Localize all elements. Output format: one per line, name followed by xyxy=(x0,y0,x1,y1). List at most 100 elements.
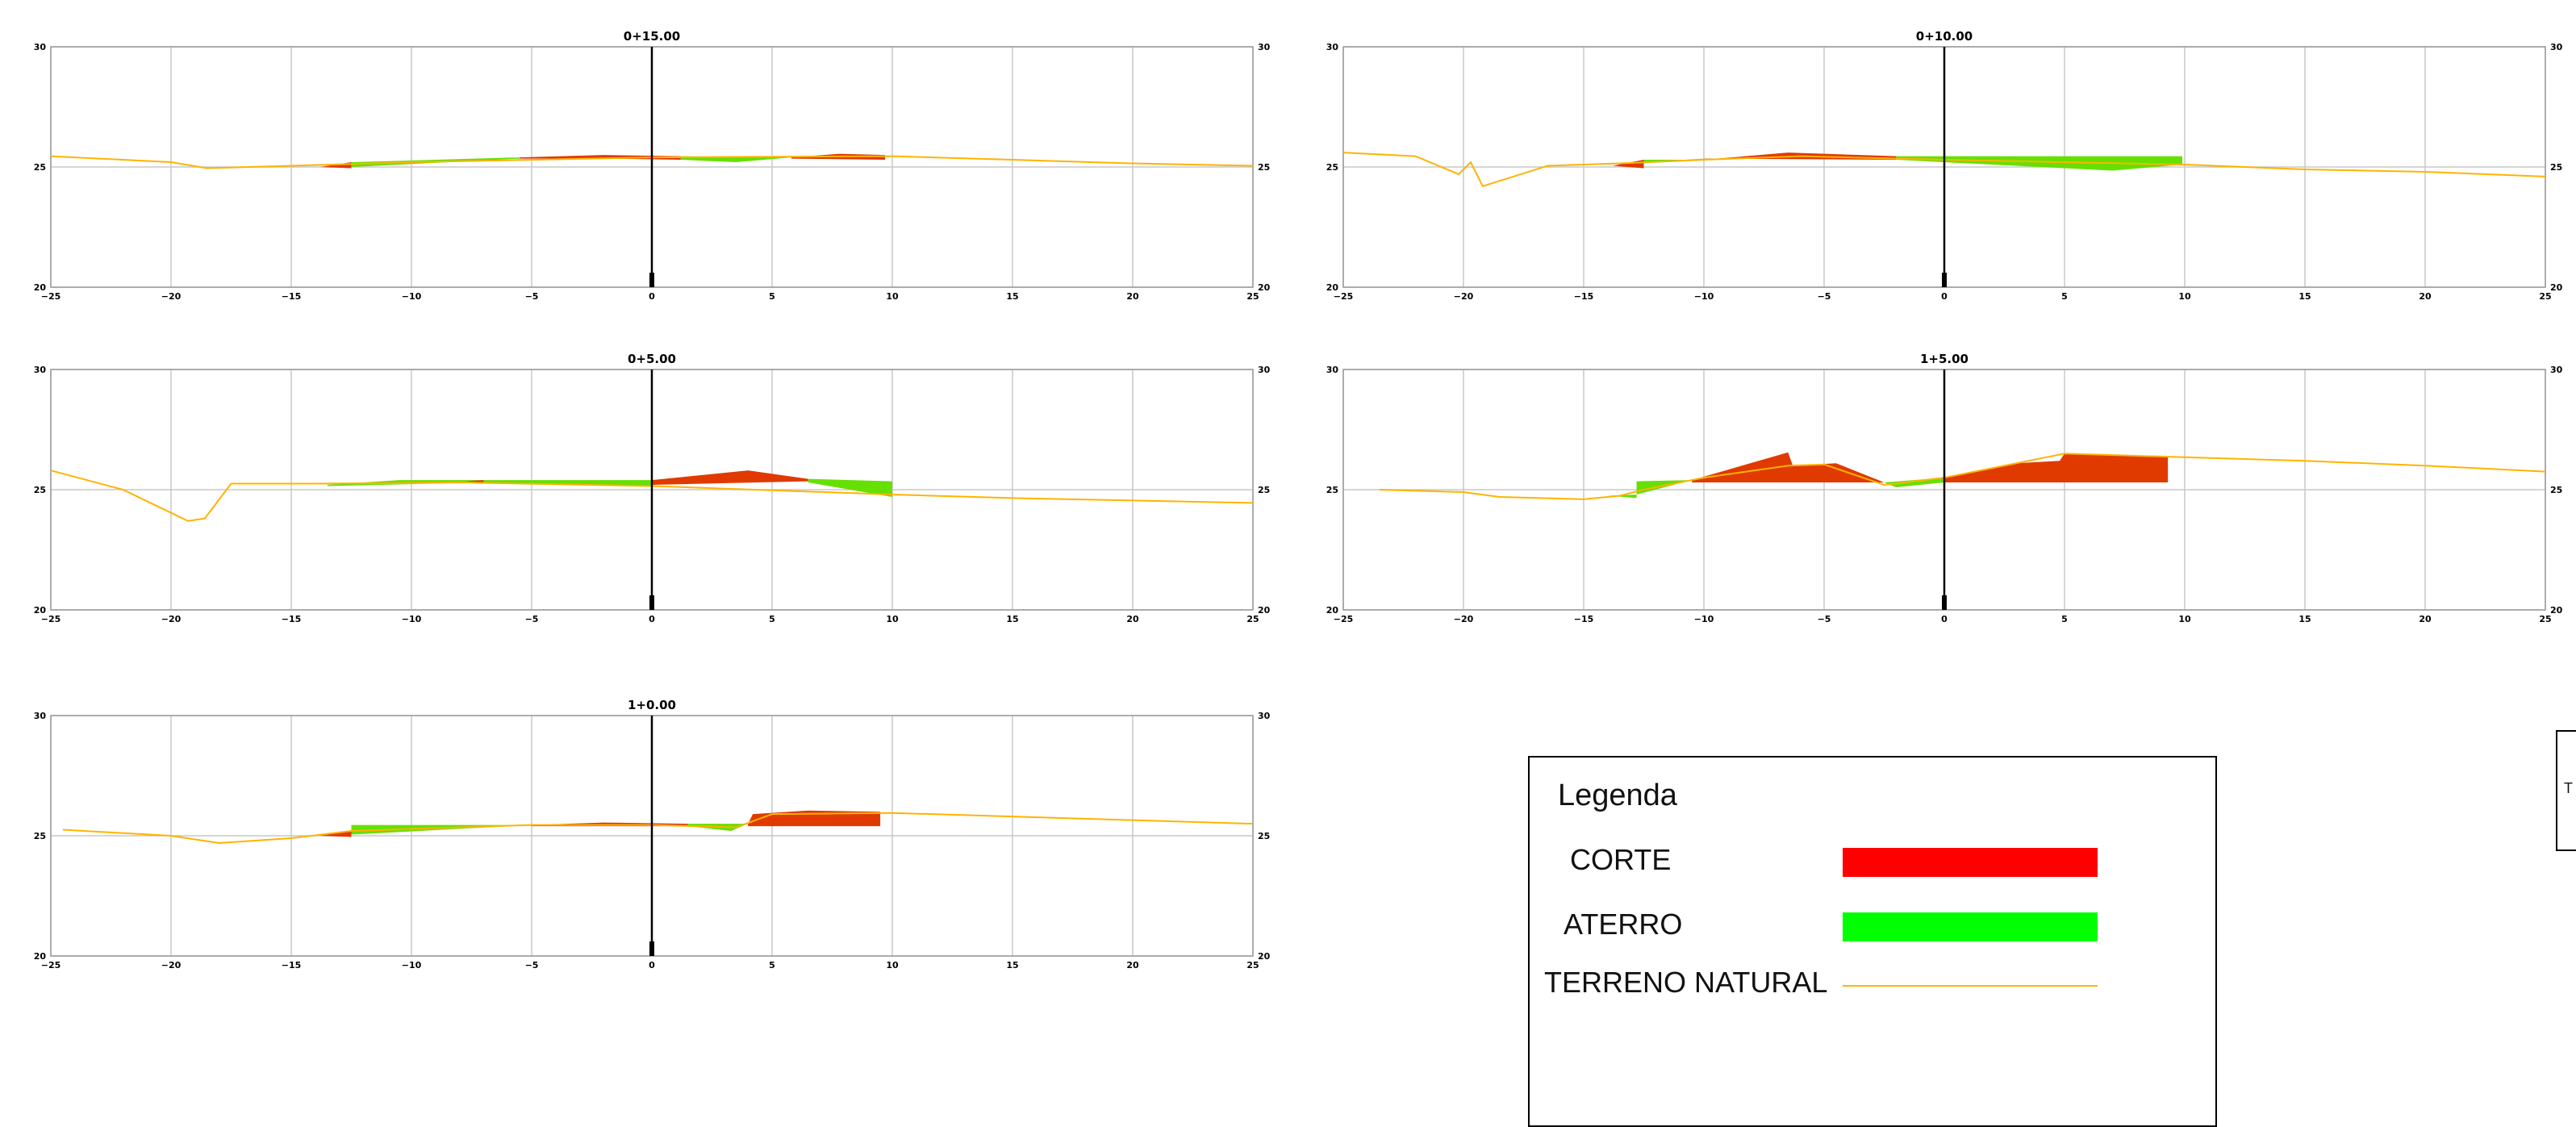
terreno-natural-line xyxy=(62,812,1254,844)
corte-fill xyxy=(464,480,484,483)
legend-item-corte: CORTE xyxy=(1530,841,2215,882)
y-tick-label-right: 20 xyxy=(2550,605,2563,616)
title-block-fragment: T xyxy=(2556,730,2576,851)
y-tick-label-left: 25 xyxy=(1326,162,1338,173)
legend-box: Legenda CORTE ATERRO TERRENO NATURAL xyxy=(1528,756,2217,1127)
aterro-fill xyxy=(1636,480,1693,495)
y-tick-label-right: 25 xyxy=(1258,485,1270,495)
y-tick-label-left: 30 xyxy=(34,42,47,52)
x-tick-label: 20 xyxy=(1126,291,1139,302)
x-tick-label: 0 xyxy=(649,614,655,624)
title-block-letter: T xyxy=(2564,780,2573,796)
x-tick-label: 5 xyxy=(769,960,775,970)
x-tick-label: −20 xyxy=(1454,614,1474,624)
centerline-marker xyxy=(649,273,654,287)
x-tick-label: 15 xyxy=(1006,614,1018,624)
x-tick-label: −20 xyxy=(1454,291,1474,302)
legend-label-terreno-natural: TERRENO NATURAL xyxy=(1544,966,1828,999)
x-tick-label: 10 xyxy=(886,960,899,970)
y-tick-label-right: 20 xyxy=(2550,282,2563,293)
legend-label-aterro: ATERRO xyxy=(1564,908,1683,941)
x-tick-label: −15 xyxy=(1574,291,1594,302)
terreno-natural-line xyxy=(50,470,1254,522)
x-tick-label: 10 xyxy=(2178,291,2191,302)
y-tick-label-left: 20 xyxy=(1326,282,1339,293)
legend-swatch-corte xyxy=(1843,848,2098,877)
terreno-natural-line xyxy=(1342,152,2546,188)
y-tick-label-left: 25 xyxy=(34,162,46,173)
section-title: 1+0.00 xyxy=(628,698,676,712)
x-tick-label: −20 xyxy=(161,960,182,970)
x-tick-label: −5 xyxy=(1818,291,1831,302)
y-tick-label-right: 20 xyxy=(1258,951,1271,962)
x-tick-label: 20 xyxy=(1126,960,1139,970)
x-tick-label: 0 xyxy=(1941,614,1948,624)
x-tick-label: −15 xyxy=(282,291,302,302)
y-tick-label-left: 20 xyxy=(34,605,47,616)
x-tick-label: 5 xyxy=(769,614,775,624)
x-tick-label: −15 xyxy=(1574,614,1594,624)
y-tick-label-right: 30 xyxy=(1258,365,1271,375)
section-title: 0+10.00 xyxy=(1916,29,1973,44)
centerline-marker xyxy=(649,595,654,610)
aterro-fill xyxy=(351,824,532,835)
x-tick-label: 10 xyxy=(886,614,899,624)
y-tick-label-right: 30 xyxy=(1258,42,1271,52)
y-tick-label-left: 20 xyxy=(34,951,47,962)
corte-fill xyxy=(1692,452,1885,483)
x-tick-label: 20 xyxy=(1126,614,1139,624)
y-tick-label-right: 20 xyxy=(1258,605,1271,616)
y-tick-label-left: 20 xyxy=(34,282,47,293)
x-tick-label: −25 xyxy=(1334,614,1354,624)
x-tick-label: −5 xyxy=(525,291,539,302)
x-tick-label: 0 xyxy=(649,291,655,302)
y-tick-label-right: 30 xyxy=(1258,711,1271,721)
y-tick-label-right: 25 xyxy=(1258,162,1270,173)
x-tick-label: 25 xyxy=(1246,960,1259,970)
x-tick-label: −20 xyxy=(161,291,182,302)
x-tick-label: −5 xyxy=(525,614,539,624)
x-tick-label: 25 xyxy=(1246,291,1259,302)
aterro-fill xyxy=(808,478,892,497)
x-tick-label: 20 xyxy=(2419,614,2432,624)
legend-swatch-terreno-natural xyxy=(1843,985,2098,987)
x-tick-label: −25 xyxy=(41,291,61,302)
x-tick-label: −10 xyxy=(402,291,422,302)
y-tick-label-right: 30 xyxy=(2550,365,2563,375)
x-tick-label: 15 xyxy=(1006,960,1018,970)
centerline-marker xyxy=(1942,273,1947,287)
x-tick-label: −5 xyxy=(525,960,539,970)
x-tick-label: 25 xyxy=(1246,614,1259,624)
x-tick-label: −10 xyxy=(1694,291,1714,302)
x-tick-label: 0 xyxy=(649,960,655,970)
aterro-fill xyxy=(1607,494,1637,499)
y-tick-label-right: 20 xyxy=(1258,282,1271,293)
x-tick-label: −25 xyxy=(41,960,61,970)
x-tick-label: −5 xyxy=(1818,614,1831,624)
section-title: 0+5.00 xyxy=(628,352,676,366)
y-tick-label-left: 30 xyxy=(34,365,47,375)
y-tick-label-left: 25 xyxy=(34,485,46,495)
y-tick-label-right: 25 xyxy=(2550,162,2562,173)
legend-swatch-aterro xyxy=(1843,912,2098,941)
terreno-natural-line xyxy=(50,155,1254,169)
y-tick-label-right: 25 xyxy=(1258,831,1270,841)
x-tick-label: 20 xyxy=(2419,291,2432,302)
x-tick-label: −25 xyxy=(1334,291,1354,302)
corte-fill xyxy=(1944,453,2169,483)
x-tick-label: −10 xyxy=(402,960,422,970)
section-title: 0+15.00 xyxy=(624,29,680,44)
x-tick-label: −20 xyxy=(161,614,182,624)
x-tick-label: −15 xyxy=(282,614,302,624)
y-tick-label-left: 25 xyxy=(34,831,46,841)
x-tick-label: 5 xyxy=(2061,291,2068,302)
y-tick-label-right: 30 xyxy=(2550,42,2563,52)
section-title: 1+5.00 xyxy=(1920,352,1969,366)
x-tick-label: −25 xyxy=(41,614,61,624)
y-tick-label-left: 30 xyxy=(34,711,47,721)
y-tick-label-left: 30 xyxy=(1326,42,1339,52)
